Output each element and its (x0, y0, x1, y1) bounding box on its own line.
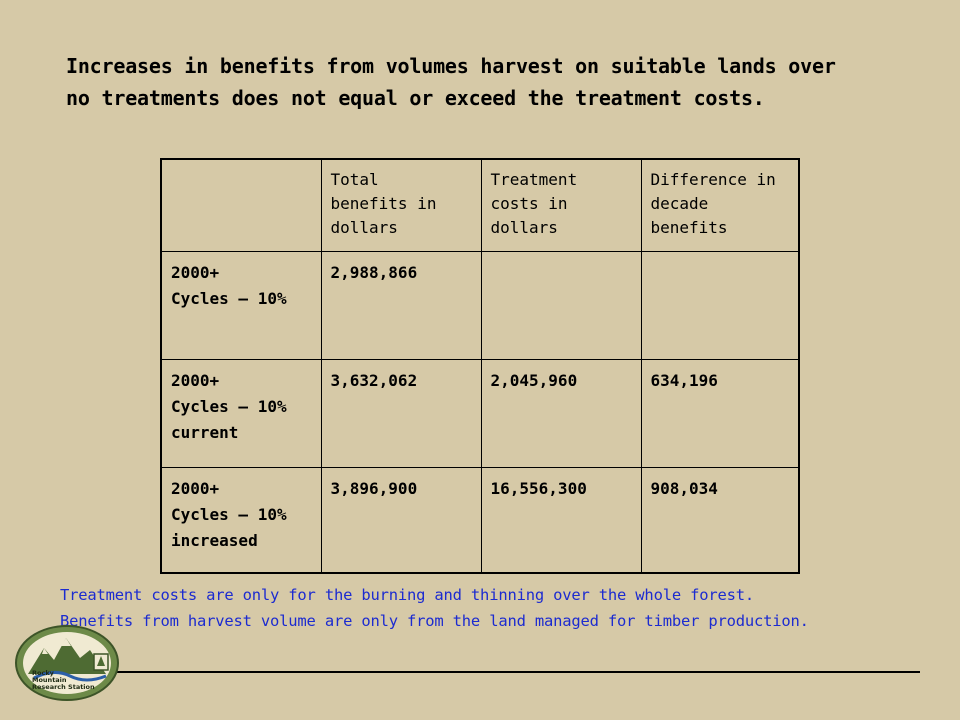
footnote-treatment-costs: Treatment costs are only for the burning… (60, 586, 755, 604)
slide-title: Increases in benefits from volumes harve… (66, 50, 946, 114)
table-row: 2000+ Cycles – 10% 2,988,866 (160, 250, 800, 360)
difference-cell: 908,034 (640, 466, 800, 574)
benefits-table: Total benefits in dollars Treatment cost… (160, 158, 800, 574)
footnote-benefits: Benefits from harvest volume are only fr… (60, 612, 809, 630)
header-cell-empty (160, 158, 322, 252)
title-line-1: Increases in benefits from volumes harve… (66, 54, 836, 78)
title-line-2: no treatments does not equal or exceed t… (66, 86, 765, 110)
total-benefits-cell: 2,988,866 (320, 250, 482, 360)
difference-cell: 634,196 (640, 358, 800, 468)
treatment-costs-cell: 2,045,960 (480, 358, 642, 468)
total-benefits-cell: 3,632,062 (320, 358, 482, 468)
table-row: 2000+ Cycles – 10% increased 3,896,900 1… (160, 466, 800, 574)
table-row: 2000+ Cycles – 10% current 3,632,062 2,0… (160, 358, 800, 468)
row-label-cell: 2000+ Cycles – 10% (160, 250, 322, 360)
total-benefits-cell: 3,896,900 (320, 466, 482, 574)
row-label-cell: 2000+ Cycles – 10% increased (160, 466, 322, 574)
logo-text-line-3: Research Station (32, 683, 95, 691)
header-cell-total-benefits: Total benefits in dollars (320, 158, 482, 252)
table-header-row: Total benefits in dollars Treatment cost… (160, 158, 800, 252)
logo-text-line-1: Rocky (32, 669, 55, 677)
header-cell-difference: Difference in decade benefits (640, 158, 800, 252)
footnotes: Treatment costs are only for the burning… (60, 582, 960, 634)
row-label-cell: 2000+ Cycles – 10% current (160, 358, 322, 468)
logo-text-line-2: Mountain (32, 676, 67, 684)
footer-divider (112, 671, 920, 673)
header-cell-treatment-costs: Treatment costs in dollars (480, 158, 642, 252)
treatment-costs-cell (480, 250, 642, 360)
difference-cell (640, 250, 800, 360)
rocky-mountain-research-station-logo: Rocky Mountain Research Station (15, 625, 119, 701)
treatment-costs-cell: 16,556,300 (480, 466, 642, 574)
